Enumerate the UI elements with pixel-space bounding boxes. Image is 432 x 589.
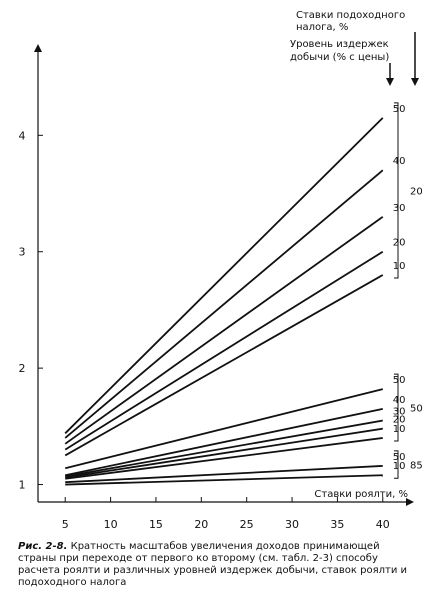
bracket — [394, 373, 399, 442]
tax-rate-brackets: 20 50 85 — [394, 102, 423, 479]
x-tick-label: 20 — [194, 518, 208, 531]
series-line-tax50-cost10 — [65, 437, 383, 480]
series-line-tax20-cost10 — [64, 274, 384, 457]
tax-rate-label: 20 — [410, 186, 423, 197]
series-label: 50 — [393, 104, 406, 115]
y-tick-label: 1 — [19, 479, 26, 492]
figure-caption: Рис. 2-8. Кратность масштабов увеличения… — [18, 541, 418, 589]
bracket — [394, 102, 399, 279]
axis-ticks: 5 10 15 20 25 30 35 40 1 2 3 4 — [19, 129, 390, 531]
x-tick-label: 30 — [285, 518, 299, 531]
series-label: 40 — [393, 156, 406, 167]
series-label: 10 — [393, 261, 406, 272]
tax-rate-label: 85 — [410, 461, 423, 472]
series-line-tax50-cost20 — [65, 427, 383, 479]
series-label: 50 — [393, 452, 406, 463]
cost-header-line2: добычи (% с цены) — [290, 52, 389, 63]
series-line-tax50-cost50 — [65, 388, 383, 470]
series-label: 50 — [393, 375, 406, 386]
series-line-tax50-cost30 — [65, 419, 383, 478]
series-label: 10 — [393, 461, 406, 472]
series-line-tax20-cost40 — [64, 169, 384, 439]
series-label: 30 — [393, 203, 406, 214]
x-axis-title: Ставки роялти, % — [314, 489, 408, 500]
tax-rate-label: 50 — [410, 404, 423, 415]
y-tick-label: 2 — [19, 362, 26, 375]
x-tick-label: 40 — [376, 518, 390, 531]
figure-number: Рис. 2-8. — [18, 541, 68, 552]
tax-header-line1: Ставки подоходного — [296, 10, 405, 21]
bracket — [394, 450, 399, 479]
x-tick-label: 5 — [62, 518, 69, 531]
x-tick-label: 10 — [104, 518, 118, 531]
tax-header-line2: налога, % — [296, 22, 348, 33]
series-label: 30 — [393, 407, 406, 418]
series-label: 20 — [393, 238, 406, 249]
y-tick-label: 3 — [19, 246, 26, 259]
series-label: 40 — [393, 395, 406, 406]
series-label: 20 — [393, 415, 406, 426]
series-line-tax85-cost10 — [65, 474, 383, 486]
series-line-tax20-cost20 — [64, 250, 384, 451]
figure-caption-text: Кратность масштабов увеличения доходов п… — [18, 541, 408, 588]
x-tick-label: 15 — [149, 518, 163, 531]
series-label: 10 — [393, 424, 406, 435]
series-line-tax50-cost40 — [65, 407, 383, 477]
y-tick-label: 4 — [19, 129, 26, 142]
x-tick-label: 35 — [330, 518, 344, 531]
x-tick-label: 25 — [240, 518, 254, 531]
series-line-tax20-cost50 — [64, 117, 384, 434]
series-line-tax85-cost50 — [65, 465, 383, 484]
cost-header-line1: Уровень издержек — [290, 39, 389, 50]
series-line-tax20-cost30 — [64, 216, 384, 445]
series-lines — [64, 117, 384, 486]
